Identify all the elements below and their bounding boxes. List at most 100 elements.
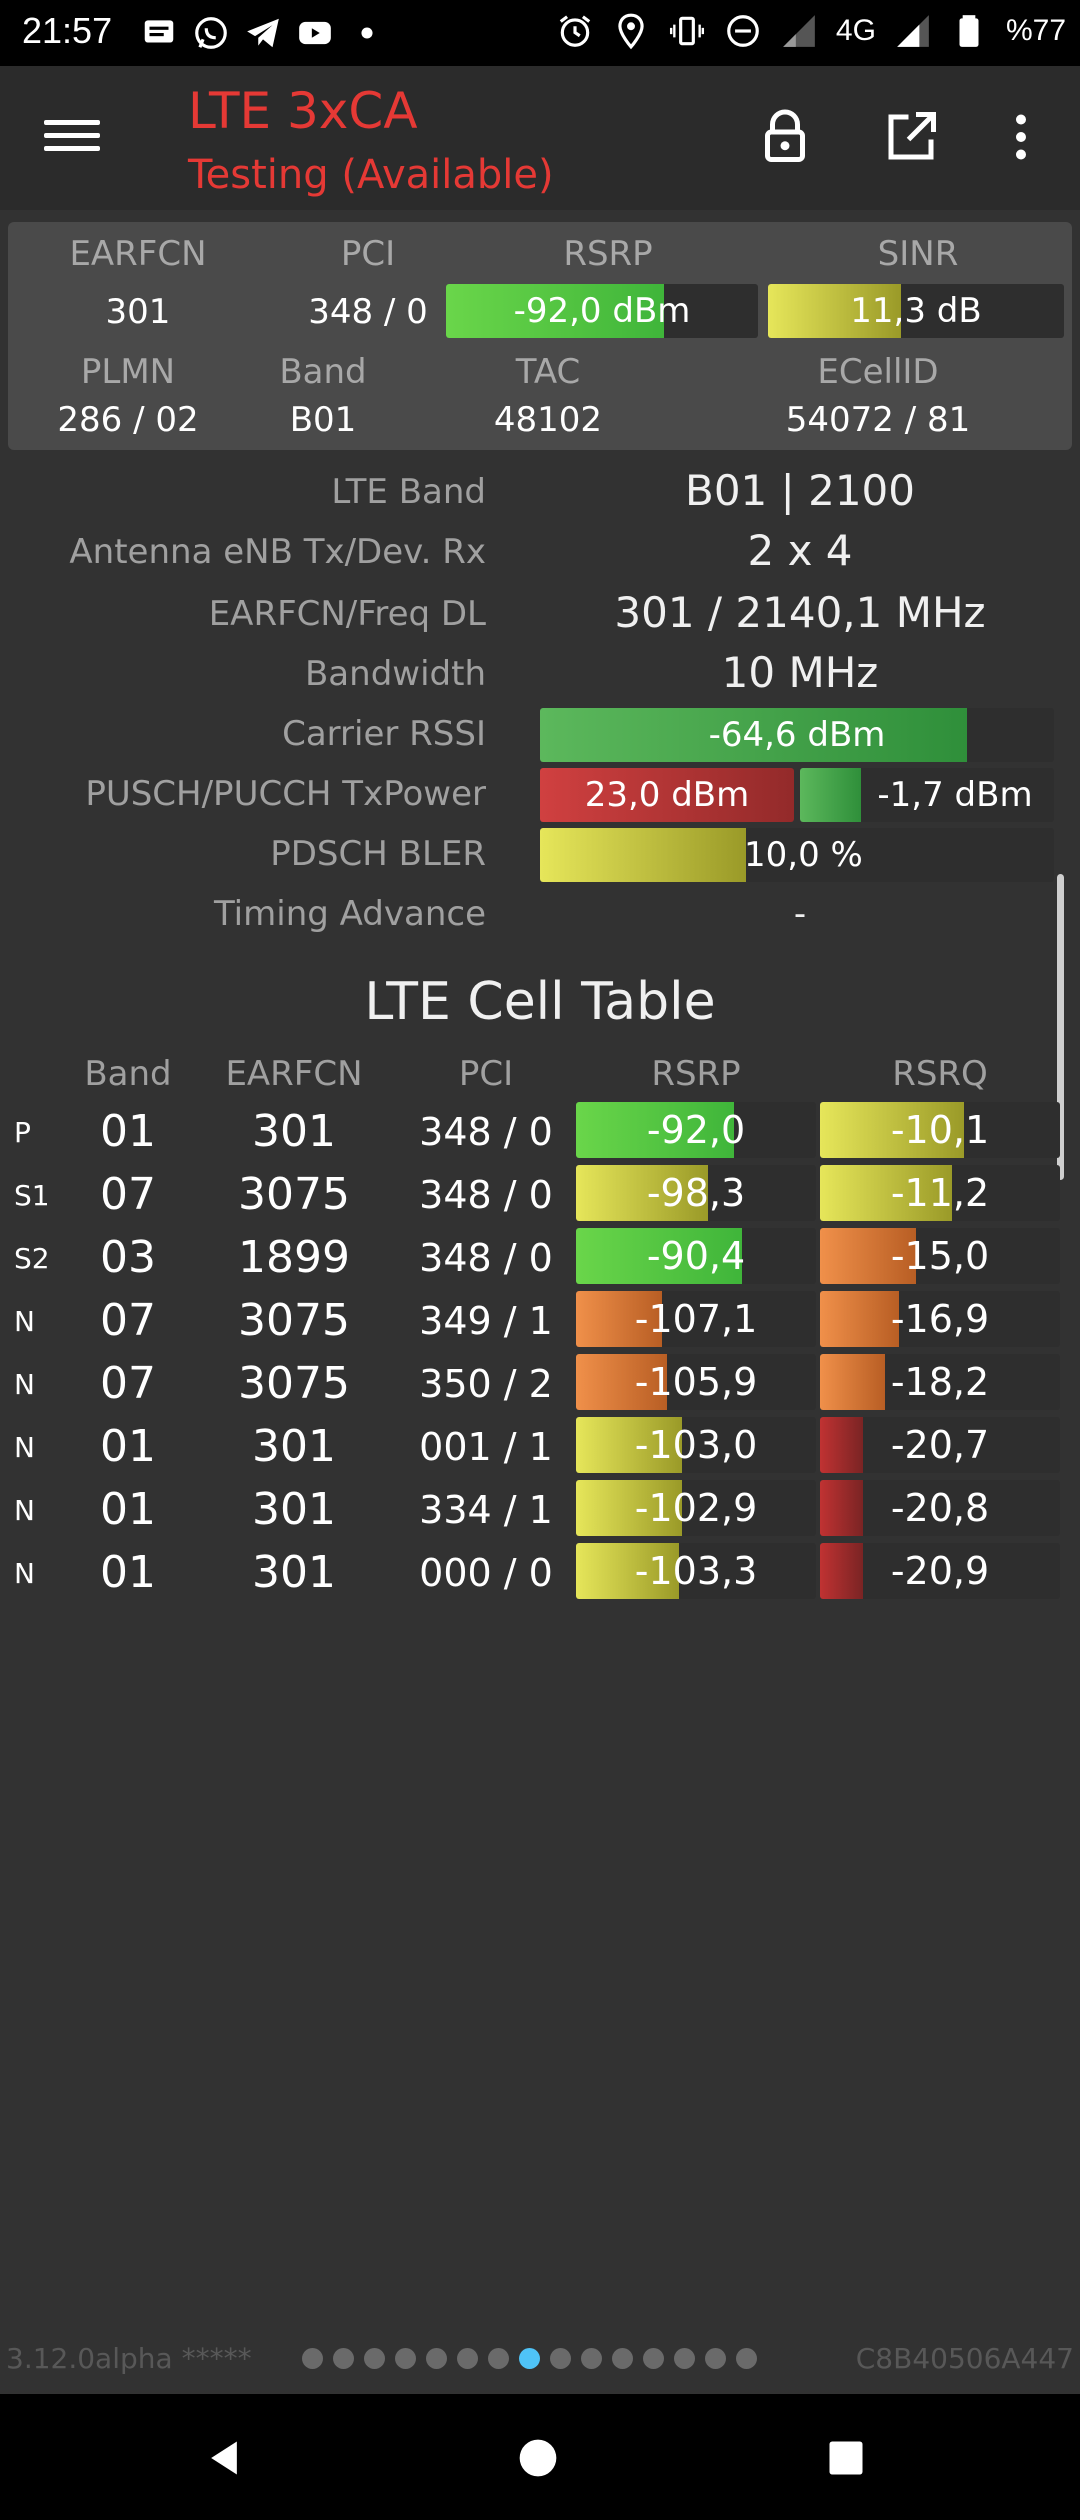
- cell-band: 01: [100, 1484, 156, 1535]
- cell-rsrp: -90,4: [646, 1234, 746, 1278]
- lte-band-value: B01 | 2100: [685, 466, 915, 515]
- youtube-icon: [296, 14, 334, 52]
- network-type: 4G: [835, 14, 876, 47]
- status-bar: 21:57 4G: [0, 0, 1080, 66]
- bler-label: PDSCH BLER: [270, 834, 486, 874]
- antenna-label: Antenna eNB Tx/Dev. Rx: [69, 532, 486, 572]
- cell-pci: 348 / 0: [419, 1236, 553, 1280]
- lte-band-row: LTE Band B01 | 2100: [0, 464, 1080, 524]
- page-dot[interactable]: [643, 2348, 664, 2369]
- cell-rsrq: -20,7: [890, 1423, 990, 1467]
- messages-icon: [140, 14, 178, 52]
- cell-pci: 000 / 0: [419, 1551, 553, 1595]
- cell-pci: 001 / 1: [419, 1425, 553, 1469]
- rsrp-bar: -92,0 dBm: [446, 284, 758, 338]
- page-dot[interactable]: [550, 2348, 571, 2369]
- lock-icon[interactable]: [750, 102, 820, 172]
- rssi-value: -64,6 dBm: [708, 715, 886, 755]
- page-dot[interactable]: [488, 2348, 509, 2369]
- bandwidth-row: Bandwidth 10 MHz: [0, 646, 1080, 706]
- sinr-bar: 11,3 dB: [768, 284, 1064, 338]
- page-indicator[interactable]: [302, 2348, 757, 2369]
- cell-type: N: [14, 1431, 35, 1464]
- cell-rsrq: -20,9: [890, 1549, 990, 1593]
- freq-value: 301 / 2140,1 MHz: [614, 588, 986, 637]
- page-dot[interactable]: [302, 2348, 323, 2369]
- cell-rsrp-bar: -105,9: [576, 1354, 816, 1410]
- table-row: N 07 3075 349 / 1 -107,1 -16,9: [0, 1291, 1080, 1349]
- bler-bar: 10,0 %: [540, 828, 1054, 882]
- page-dot[interactable]: [457, 2348, 478, 2369]
- pci-label: PCI: [340, 234, 396, 274]
- header-pci: PCI: [458, 1054, 514, 1094]
- table-row: N 01 301 334 / 1 -102,9 -20,8: [0, 1480, 1080, 1538]
- page-dot[interactable]: [705, 2348, 726, 2369]
- cell-band: 07: [100, 1295, 156, 1346]
- table-row: N 01 301 001 / 1 -103,0 -20,7: [0, 1417, 1080, 1475]
- cell-band: 01: [100, 1106, 156, 1157]
- notification-icons: [140, 14, 386, 52]
- home-icon[interactable]: [508, 2428, 568, 2488]
- status-time: 21:57: [22, 10, 113, 51]
- cell-earfcn: 301: [252, 1547, 336, 1598]
- cell-pci: 348 / 0: [419, 1110, 553, 1154]
- txpower-row: PUSCH/PUCCH TxPower 23,0 dBm -1,7 dBm: [0, 766, 1080, 826]
- page-dot[interactable]: [333, 2348, 354, 2369]
- dnd-icon: [724, 12, 762, 50]
- cell-rsrp-bar: -103,0: [576, 1417, 816, 1473]
- freq-row: EARFCN/Freq DL 301 / 2140,1 MHz: [0, 586, 1080, 646]
- earfcn-label: EARFCN: [69, 234, 207, 274]
- pucch-value: -1,7 dBm: [877, 775, 1033, 815]
- app-version: 3.12.0alpha *****: [6, 2342, 252, 2375]
- tac-value: 48102: [493, 400, 603, 440]
- pci-value: 348 / 0: [308, 292, 428, 332]
- recents-icon[interactable]: [816, 2428, 876, 2488]
- more-vert-icon[interactable]: [986, 102, 1056, 172]
- cell-type: N: [14, 1557, 35, 1590]
- location-icon: [612, 12, 650, 50]
- cell-earfcn: 301: [252, 1421, 336, 1472]
- cell-rsrq-bar: -20,7: [820, 1417, 1060, 1473]
- menu-icon[interactable]: [44, 112, 100, 162]
- cell-rsrq: -16,9: [890, 1297, 990, 1341]
- page-dot[interactable]: [581, 2348, 602, 2369]
- cell-band: 07: [100, 1358, 156, 1409]
- cell-type: P: [14, 1116, 31, 1149]
- cell-pci: 348 / 0: [419, 1173, 553, 1217]
- cell-rsrq-bar: -20,9: [820, 1543, 1060, 1599]
- page-dot[interactable]: [736, 2348, 757, 2369]
- cell-type: N: [14, 1368, 35, 1401]
- cell-earfcn: 3075: [238, 1169, 350, 1220]
- signal-icon: [894, 12, 932, 50]
- pusch-bar: 23,0 dBm: [540, 768, 794, 822]
- cell-rsrq-bar: -16,9: [820, 1291, 1060, 1347]
- cell-band: 03: [100, 1232, 156, 1283]
- page-dot[interactable]: [395, 2348, 416, 2369]
- header-rsrp: RSRP: [651, 1054, 741, 1094]
- lte-band-label: LTE Band: [331, 472, 486, 512]
- cell-earfcn: 301: [252, 1484, 336, 1535]
- page-dot[interactable]: [519, 2348, 540, 2369]
- txpower-label: PUSCH/PUCCH TxPower: [85, 774, 486, 814]
- cell-rsrq-bar: -10,1: [820, 1102, 1060, 1158]
- page-dot[interactable]: [612, 2348, 633, 2369]
- ecellid-label: ECellID: [817, 352, 939, 392]
- cell-rsrp: -98,3: [646, 1171, 746, 1215]
- cell-pci: 334 / 1: [419, 1488, 553, 1532]
- whatsapp-icon: [192, 14, 230, 52]
- app-subtitle: Testing (Available): [188, 152, 554, 198]
- cell-earfcn: 3075: [238, 1358, 350, 1409]
- cell-earfcn: 301: [252, 1106, 336, 1157]
- cell-rsrp: -92,0: [646, 1108, 746, 1152]
- page-dot[interactable]: [674, 2348, 695, 2369]
- cell-table-title: LTE Cell Table: [364, 972, 716, 1032]
- cell-rsrp: -103,3: [634, 1549, 758, 1593]
- header-band: Band: [84, 1054, 172, 1094]
- open-external-icon[interactable]: [876, 102, 946, 172]
- back-icon[interactable]: [194, 2428, 254, 2488]
- page-dot[interactable]: [426, 2348, 447, 2369]
- battery-icon: [950, 12, 988, 50]
- table-row: N 01 301 000 / 0 -103,3 -20,9: [0, 1543, 1080, 1601]
- scrollbar[interactable]: [1057, 874, 1064, 1180]
- page-dot[interactable]: [364, 2348, 385, 2369]
